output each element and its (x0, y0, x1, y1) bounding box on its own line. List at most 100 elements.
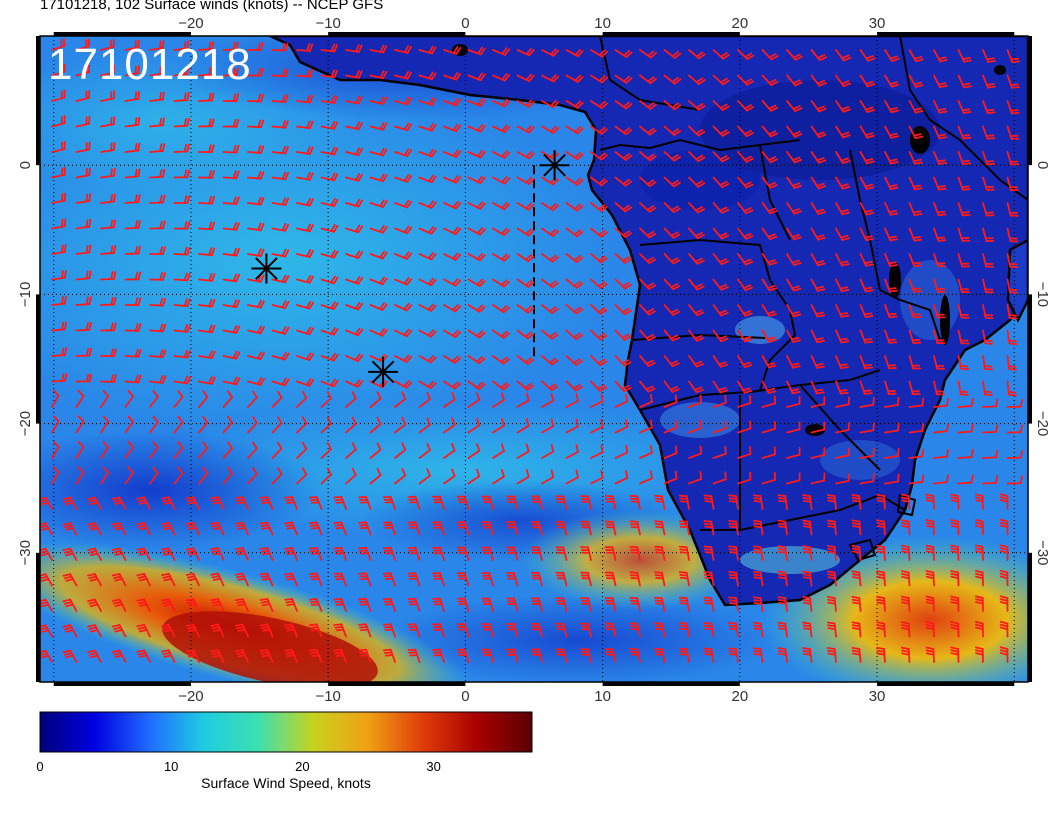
wind-barb (271, 68, 289, 78)
wind-barb (443, 226, 462, 236)
wind-barb (51, 244, 67, 255)
wind-barb (394, 277, 413, 286)
wind-barb (565, 393, 579, 408)
wind-barb (688, 227, 705, 240)
wind-barb (443, 252, 462, 261)
wind-barb (565, 418, 579, 434)
wind-barb (185, 598, 200, 612)
wind-barb (639, 227, 657, 239)
wind-barb (124, 297, 142, 306)
wind-barb (358, 648, 372, 663)
wind-barb (663, 394, 678, 408)
wind-barb (761, 304, 777, 317)
wind-barb (320, 275, 339, 285)
lat-label-right-3: −30 (1034, 540, 1051, 565)
wind-barb (333, 597, 347, 612)
wind-barb (712, 380, 729, 394)
wind-barb (173, 466, 184, 485)
wind-barb (284, 598, 298, 612)
wind-barb (418, 123, 437, 132)
wind-barb (688, 355, 705, 368)
wind-barb (516, 253, 535, 263)
wind-barb (149, 143, 166, 153)
wind-barb (663, 176, 681, 188)
wind-barb (639, 125, 657, 136)
wind-barb (40, 496, 53, 510)
wind-barb (925, 544, 935, 561)
wind-barb (580, 520, 592, 536)
wind-barb (712, 125, 730, 137)
wind-barb (614, 74, 633, 84)
wind-barb (173, 66, 190, 77)
wind-barb (590, 418, 604, 434)
wind-barb (100, 116, 116, 128)
wind-barb (40, 649, 53, 663)
wind-barb (87, 624, 102, 638)
wind-barb (173, 195, 191, 204)
wind-barb (933, 151, 947, 165)
wind-barb (185, 547, 200, 561)
wind-barb (481, 572, 494, 587)
wind-barb (614, 470, 629, 485)
wind-barb (222, 390, 233, 408)
wind-barb (712, 202, 730, 214)
wind-barb (198, 324, 216, 334)
wind-barb (173, 441, 184, 459)
wind-barb (456, 623, 470, 638)
wind-barb (87, 649, 102, 663)
wind-barb (802, 596, 813, 612)
wind-barb (1006, 278, 1018, 294)
wind-barb (222, 273, 241, 283)
wind-barb (982, 380, 993, 397)
wind-barb (418, 251, 437, 261)
wind-barb (859, 49, 876, 62)
wind-barb (908, 49, 924, 63)
wind-barb (296, 378, 315, 387)
wind-barb (933, 176, 947, 191)
wind-barb (320, 120, 339, 130)
wind-barb (982, 100, 996, 115)
wind-barb (467, 392, 481, 408)
wind-barb (358, 623, 372, 638)
wind-barb (75, 115, 91, 128)
wind-barb (590, 380, 608, 392)
wind-barb (950, 570, 960, 587)
wind-barb (859, 473, 875, 485)
wind-barb (974, 646, 984, 663)
wind-barb (333, 495, 347, 510)
lat-label-left-2: −20 (17, 411, 34, 436)
wind-barb (369, 328, 388, 337)
wind-barb (555, 520, 568, 536)
wind-barb (407, 546, 421, 561)
wind-barb (443, 442, 456, 459)
wind-barb (712, 227, 730, 240)
wind-barb (678, 571, 690, 587)
wind-barb (530, 520, 543, 536)
wind-barb (555, 597, 568, 612)
wind-barb (859, 380, 873, 395)
wind-barb (75, 347, 92, 357)
wind-barb (541, 48, 560, 57)
wind-barb (271, 274, 290, 284)
wind-barb (62, 547, 78, 561)
wind-barb (639, 393, 653, 408)
wind-barb (1006, 202, 1019, 217)
wind-barb (100, 64, 115, 77)
wind-barb (761, 74, 779, 87)
wind-barb (950, 646, 960, 663)
wind-barb (565, 176, 584, 186)
wind-barb (467, 227, 486, 236)
wind-barb (604, 520, 617, 536)
wind-barb (614, 100, 633, 110)
wind-barb (663, 380, 680, 393)
wind-barb (432, 597, 445, 612)
wind-barb (900, 646, 911, 663)
wind-barb (247, 274, 265, 283)
wind-barb (506, 521, 519, 536)
wind-barb (124, 39, 140, 51)
wind-barb (884, 253, 898, 267)
wind-barb (345, 379, 364, 388)
wind-barb (247, 68, 264, 77)
wind-barb (149, 415, 159, 434)
wind-barb (320, 224, 339, 233)
